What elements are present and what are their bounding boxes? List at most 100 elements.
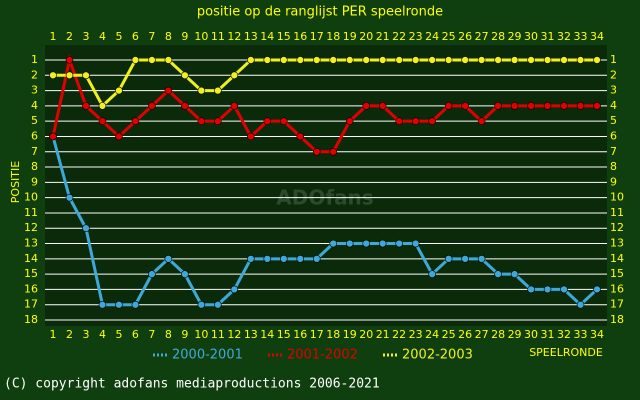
data-point (181, 102, 189, 110)
data-point (477, 255, 486, 263)
data-point (115, 86, 123, 95)
x-tick-label: 21 (376, 328, 390, 341)
data-point (510, 102, 519, 110)
x-tick-label: 24 (425, 328, 439, 341)
data-point (543, 56, 552, 64)
data-point (115, 300, 123, 309)
data-point (181, 270, 189, 278)
x-tick-label-top: 5 (115, 30, 122, 43)
y-tick-label-right: 16 (610, 282, 624, 295)
data-point (98, 117, 107, 125)
data-point (593, 56, 601, 64)
x-tick-label-top: 1 (50, 30, 57, 43)
data-point (82, 224, 90, 233)
x-tick-label: 11 (211, 328, 225, 341)
data-point (411, 239, 420, 248)
data-point (312, 255, 321, 263)
data-point (263, 255, 272, 263)
data-point (593, 285, 601, 294)
x-tick-label: 34 (590, 328, 604, 341)
data-point (214, 86, 222, 95)
x-tick-label-top: 32 (557, 30, 571, 43)
data-point (296, 132, 305, 141)
x-tick-label: 17 (310, 328, 324, 341)
data-point (148, 270, 156, 278)
x-tick-label: 3 (82, 328, 89, 341)
data-point (477, 56, 486, 64)
data-point (279, 255, 288, 263)
legend-label: 2001-2002 (287, 348, 358, 363)
data-point (148, 56, 156, 64)
data-point (131, 56, 140, 64)
data-point (131, 300, 140, 309)
y-tick-label: 15 (24, 267, 38, 280)
series-line (51, 54, 597, 154)
x-tick-label-top: 6 (132, 30, 139, 43)
x-tick-label-top: 27 (475, 30, 489, 43)
data-point (461, 56, 469, 64)
x-axis-label: SPEELRONDE (529, 346, 603, 359)
data-point (378, 56, 387, 64)
x-tick-label: 13 (244, 328, 258, 341)
data-point (444, 255, 453, 263)
y-tick-label-right: 5 (610, 114, 617, 127)
y-tick-label-right: 8 (610, 160, 617, 173)
data-point (197, 117, 206, 125)
x-tick-label-top: 17 (310, 30, 324, 43)
x-tick-label-top: 22 (392, 30, 406, 43)
x-tick-label-top: 3 (82, 30, 89, 43)
data-point (411, 56, 420, 64)
y-axis-label: POSITIE (9, 161, 22, 203)
x-tick-label: 31 (541, 328, 555, 341)
data-point (65, 56, 74, 64)
data-point (527, 56, 535, 64)
y-tick-label-right: 2 (610, 68, 617, 81)
x-tick-label: 26 (458, 328, 472, 341)
x-tick-label-top: 15 (277, 30, 291, 43)
data-point (461, 102, 469, 110)
data-point (362, 102, 371, 110)
data-point (279, 56, 288, 64)
data-point (82, 71, 90, 80)
data-point (263, 117, 272, 125)
data-point (181, 71, 189, 80)
y-tick-label: 10 (24, 191, 38, 204)
data-point (197, 300, 206, 309)
data-point (115, 132, 123, 141)
data-point (230, 71, 239, 80)
y-tick-label: 2 (31, 68, 38, 81)
y-tick-label: 3 (31, 84, 38, 97)
data-point (98, 102, 107, 110)
x-tick-label: 32 (557, 328, 571, 341)
series-line (51, 136, 599, 307)
data-point (543, 102, 552, 110)
x-tick-label-top: 28 (491, 30, 505, 43)
x-tick-label: 7 (148, 328, 155, 341)
y-tick-label-right: 9 (610, 175, 617, 188)
x-tick-label: 20 (359, 328, 373, 341)
x-tick-label-top: 23 (409, 30, 423, 43)
x-tick-label: 22 (392, 328, 406, 341)
data-point (395, 117, 403, 125)
data-point (148, 102, 156, 110)
data-point (345, 117, 354, 125)
data-point (65, 193, 74, 202)
data-point (560, 102, 568, 110)
x-tick-label-top: 9 (181, 30, 188, 43)
legend-label: 2002-2003 (402, 348, 473, 363)
x-tick-label: 1 (50, 328, 57, 341)
data-point (576, 300, 585, 309)
data-point (461, 255, 469, 263)
data-point (312, 56, 321, 64)
y-tick-label: 7 (31, 145, 38, 158)
x-tick-label: 16 (293, 328, 307, 341)
data-point (576, 56, 585, 64)
x-tick-label-top: 19 (343, 30, 357, 43)
x-tick-label: 9 (181, 328, 188, 341)
x-tick-label: 10 (194, 328, 208, 341)
y-tick-label-right: 4 (610, 99, 617, 112)
y-tick-label-right: 14 (610, 252, 624, 265)
data-point (395, 239, 403, 248)
data-point (247, 56, 255, 64)
